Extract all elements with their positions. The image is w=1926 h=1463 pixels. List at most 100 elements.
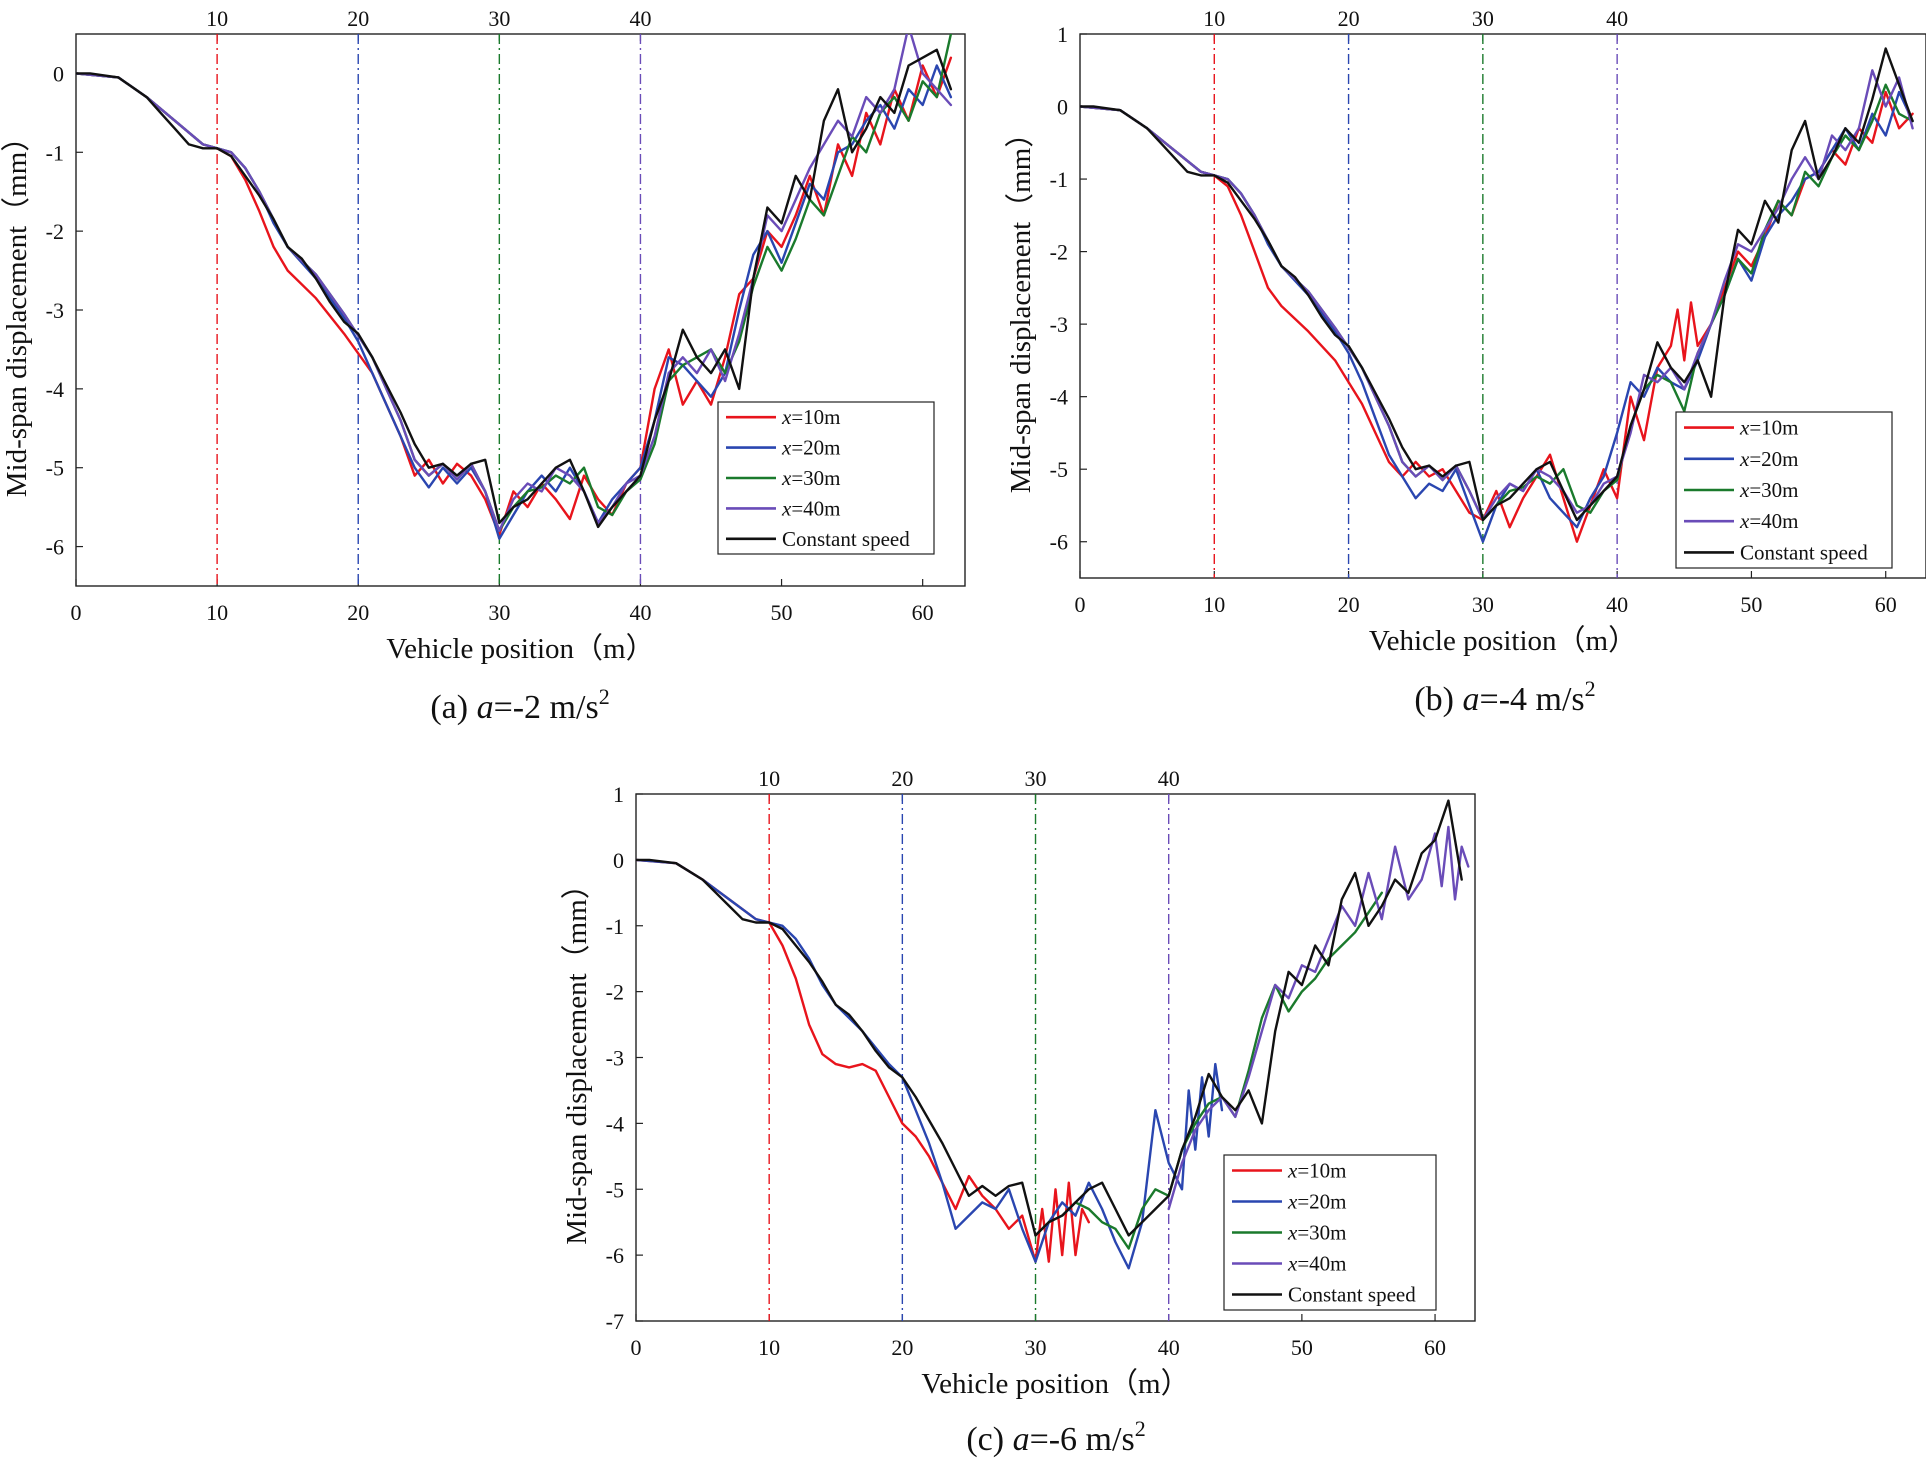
top-tick-label: 10 — [1203, 6, 1225, 31]
caption-value: =-4 m/s — [1480, 681, 1585, 718]
x-tick-label: 40 — [629, 600, 651, 625]
caption-sup: 2 — [599, 684, 610, 709]
legend-label: =10m — [791, 405, 840, 429]
x-tick-label: 10 — [758, 1335, 780, 1360]
legend-var: x — [1739, 478, 1750, 502]
legend-var: x — [1287, 1221, 1298, 1245]
legend-var: x — [1287, 1159, 1298, 1183]
legend-label: Constant speed — [782, 527, 910, 551]
y-tick-label: -6 — [1050, 530, 1068, 555]
x-tick-label: 10 — [1203, 592, 1225, 617]
legend-entry: x=30m — [1287, 1221, 1347, 1245]
y-tick-label: -3 — [606, 1046, 624, 1071]
legend-var: x — [781, 436, 792, 460]
top-tick-label: 40 — [629, 6, 651, 31]
x-tick-label: 30 — [1472, 592, 1494, 617]
chart-panel-1: 0 10 20 30 40 50 60 10 20 30 40 0 -1 -2 -3 -4 -5 -6 Vehicl… — [1, 6, 966, 726]
x-tick-label: 0 — [71, 600, 82, 625]
caption-value: =-6 m/s — [1030, 1421, 1135, 1458]
series-line-5 — [1080, 47, 1914, 522]
caption-prefix: (b) — [1414, 681, 1462, 718]
legend-entry: x=20m — [781, 436, 841, 460]
y-axis-label: Mid-span displacement（mm） — [561, 870, 593, 1245]
legend-label: =20m — [791, 436, 840, 460]
legend-label: Constant speed — [1740, 540, 1868, 564]
top-tick-label: 30 — [1025, 766, 1047, 791]
top-tick-label: 10 — [758, 766, 780, 791]
legend-var: x — [1739, 416, 1750, 440]
y-tick-label: -4 — [1050, 385, 1068, 410]
caption-prefix: (a) — [430, 689, 476, 726]
y-tick-label: -1 — [1050, 167, 1068, 192]
legend-var: x — [1287, 1252, 1298, 1276]
legend-var: x — [1739, 447, 1750, 471]
y-tick-label: 0 — [1057, 95, 1068, 120]
y-axis-label: Mid-span displacement（mm） — [1, 123, 33, 498]
x-tick-label: 30 — [1025, 1335, 1047, 1360]
x-tick-label: 0 — [1075, 592, 1086, 617]
top-tick-label: 20 — [347, 6, 369, 31]
top-tick-label: 10 — [206, 6, 228, 31]
x-tick-label: 60 — [912, 600, 934, 625]
legend-var: x — [781, 496, 792, 520]
panel-caption: (b) a=-4 m/s2 — [1414, 676, 1595, 718]
caption-sup: 2 — [1135, 1416, 1146, 1441]
x-tick-label: 60 — [1875, 592, 1897, 617]
series-line-2 — [636, 858, 1224, 1270]
series-line-2 — [1080, 90, 1914, 543]
x-tick-label: 20 — [891, 1335, 913, 1360]
legend-label: Constant speed — [1288, 1283, 1416, 1307]
y-tick-label: -7 — [606, 1309, 624, 1334]
series-line-5 — [636, 799, 1463, 1237]
y-tick-label: -4 — [606, 1111, 624, 1136]
x-axis-label: Vehicle position（m） — [386, 633, 654, 665]
x-tick-label: 50 — [1291, 1335, 1313, 1360]
caption-var: a — [1013, 1421, 1030, 1458]
y-axis-label: Mid-span displacement（mm） — [1005, 119, 1037, 494]
legend-entry: x=10m — [1287, 1159, 1347, 1183]
legend-label: =40m — [1297, 1252, 1346, 1276]
x-tick-label: 60 — [1424, 1335, 1446, 1360]
legend-entry: x=20m — [1739, 447, 1799, 471]
y-tick-label: -2 — [46, 219, 64, 244]
x-tick-label: 40 — [1158, 1335, 1180, 1360]
legend-entry: Constant speed — [1740, 540, 1868, 564]
legend-var: x — [781, 466, 792, 490]
y-tick-label: -5 — [606, 1177, 624, 1202]
legend-label: =10m — [1749, 416, 1798, 440]
legend-label: =30m — [1749, 478, 1798, 502]
y-tick-label: -6 — [606, 1243, 624, 1268]
y-tick-label: -1 — [606, 914, 624, 939]
panel-caption: (a) a=-2 m/s2 — [430, 684, 609, 726]
y-tick-label: -5 — [46, 456, 64, 481]
series-group — [1080, 47, 1914, 543]
legend-label: =20m — [1749, 447, 1798, 471]
caption-var: a — [477, 689, 494, 726]
y-tick-label: -3 — [46, 298, 64, 323]
y-tick-label: -1 — [46, 140, 64, 165]
legend-var: x — [1287, 1190, 1298, 1214]
legend-entry: x=30m — [1739, 478, 1799, 502]
legend-label: =30m — [1297, 1221, 1346, 1245]
series-line-4 — [1167, 825, 1470, 1211]
legend-label: =40m — [791, 496, 840, 520]
legend-label: =10m — [1297, 1159, 1346, 1183]
top-tick-label: 40 — [1606, 6, 1628, 31]
series-group — [636, 799, 1470, 1270]
y-tick-label: 0 — [613, 848, 624, 873]
top-tick-label: 40 — [1158, 766, 1180, 791]
legend-var: x — [781, 405, 792, 429]
legend-entry: x=10m — [1739, 416, 1799, 440]
x-tick-label: 20 — [1338, 592, 1360, 617]
caption-sup: 2 — [1585, 676, 1596, 701]
caption-var: a — [1463, 681, 1480, 718]
series-line-1 — [636, 858, 1091, 1263]
x-tick-label: 40 — [1606, 592, 1628, 617]
y-tick-label: -4 — [46, 377, 64, 402]
top-tick-label: 30 — [488, 6, 510, 31]
y-tick-label: 0 — [53, 61, 64, 86]
